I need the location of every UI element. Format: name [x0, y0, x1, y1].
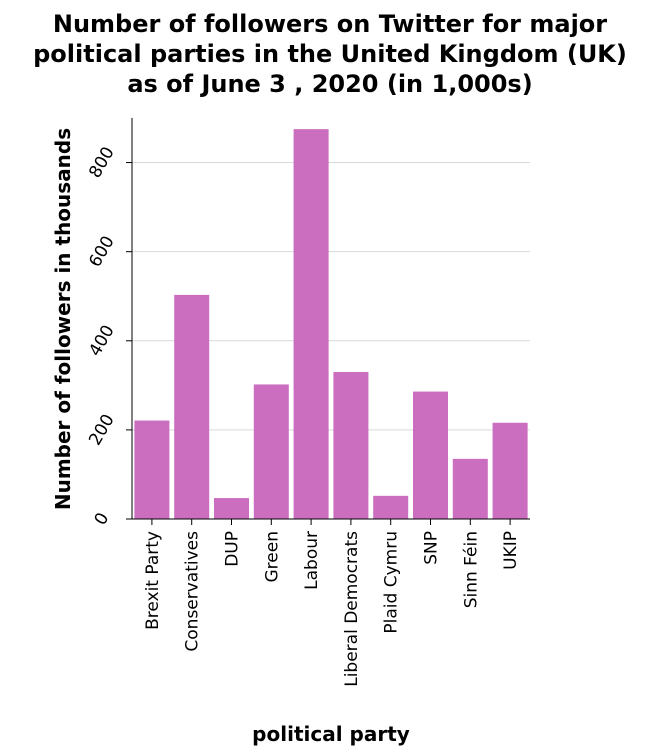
bar: [492, 422, 528, 519]
x-tick-label: UKIP: [501, 531, 521, 570]
bar: [253, 384, 289, 519]
bar: [293, 129, 329, 519]
x-axis-label: political party: [252, 722, 410, 746]
x-tick-label: Conservatives: [183, 531, 203, 652]
y-tick-label: 200: [85, 411, 119, 449]
bar: [333, 371, 369, 519]
chart-title-line-3: as of June 3 , 2020 (in 1,000s): [127, 70, 532, 98]
bar: [174, 294, 210, 519]
chart-title: Number of followers on Twitter for major…: [33, 10, 627, 98]
x-tick-label: SNP: [422, 531, 442, 565]
x-tick-label: Labour: [302, 531, 322, 590]
x-axis-ticks: Brexit Party Conservatives DUP Green Labour L…: [143, 519, 521, 687]
y-axis-label: Number of followers in thousands: [51, 128, 75, 510]
bar: [452, 458, 488, 519]
chart-title-line-1: Number of followers on Twitter for major: [53, 10, 607, 38]
bar: [134, 420, 170, 519]
x-tick-label: Sinn Féin: [461, 531, 481, 608]
bar: [412, 391, 449, 519]
y-tick-label: 400: [85, 322, 119, 360]
y-tick-label: 800: [85, 144, 119, 182]
chart-title-line-2: political parties in the United Kingdom …: [33, 40, 627, 68]
y-tick-label: 600: [85, 233, 119, 271]
bars: [134, 129, 528, 519]
x-tick-label: Green: [262, 531, 282, 582]
x-tick-label: Brexit Party: [143, 531, 163, 630]
x-tick-label: Plaid Cymru: [382, 531, 402, 634]
bar: [373, 495, 409, 519]
y-axis-ticks: 0 200 400 600 800: [85, 144, 132, 529]
x-tick-label: DUP: [223, 531, 243, 567]
x-tick-label: Liberal Democrats: [342, 531, 362, 687]
y-tick-label: 0: [91, 509, 114, 528]
bar: [213, 498, 250, 519]
